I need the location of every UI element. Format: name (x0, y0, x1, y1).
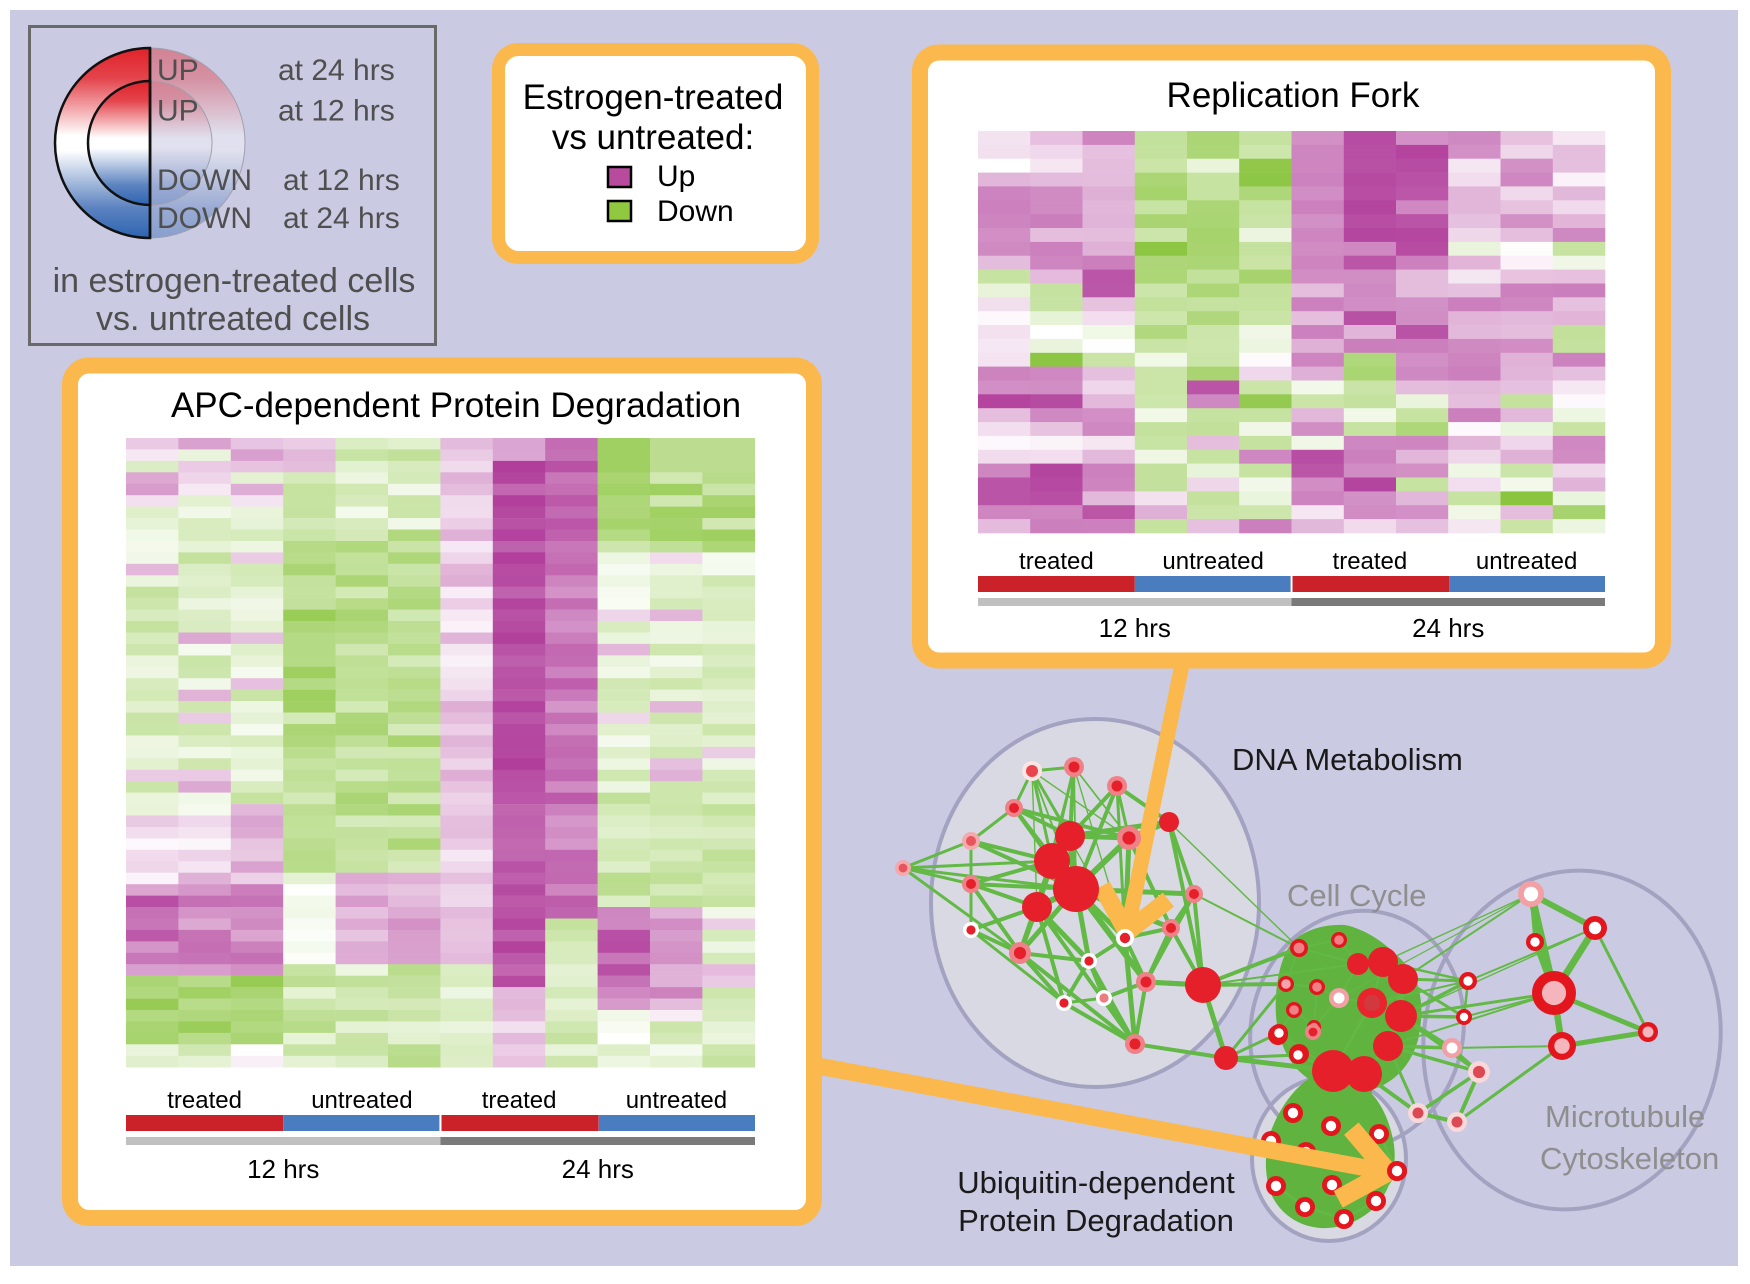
svg-text:untreated: untreated (1476, 548, 1577, 575)
svg-text:vs untreated:: vs untreated: (552, 118, 754, 157)
svg-text:Estrogen-treated: Estrogen-treated (523, 78, 784, 117)
svg-text:24 hrs: 24 hrs (1412, 613, 1484, 643)
svg-text:DOWN: DOWN (157, 164, 252, 197)
svg-text:untreated: untreated (1162, 548, 1263, 575)
svg-text:treated: treated (1019, 548, 1094, 575)
svg-text:treated: treated (167, 1087, 242, 1114)
svg-text:Protein Degradation: Protein Degradation (958, 1203, 1234, 1238)
svg-text:untreated: untreated (626, 1087, 727, 1114)
svg-text:12 hrs: 12 hrs (247, 1154, 319, 1184)
svg-text:at 12 hrs: at 12 hrs (283, 164, 400, 197)
svg-text:12 hrs: 12 hrs (1099, 613, 1171, 643)
svg-text:Microtubule: Microtubule (1545, 1099, 1705, 1134)
svg-text:at 12 hrs: at 12 hrs (278, 95, 395, 128)
svg-text:treated: treated (1333, 548, 1408, 575)
svg-text:DNA Metabolism: DNA Metabolism (1232, 742, 1463, 777)
svg-text:DOWN: DOWN (157, 202, 252, 235)
svg-text:APC-dependent Protein Degradat: APC-dependent Protein Degradation (171, 386, 741, 425)
svg-text:Cytoskeleton: Cytoskeleton (1540, 1141, 1719, 1176)
svg-text:at 24 hrs: at 24 hrs (278, 54, 395, 87)
svg-text:Cell Cycle: Cell Cycle (1287, 878, 1427, 913)
svg-text:at 24 hrs: at 24 hrs (283, 202, 400, 235)
svg-text:UP: UP (157, 95, 199, 128)
svg-text:Ubiquitin-dependent: Ubiquitin-dependent (957, 1165, 1235, 1200)
svg-text:in estrogen-treated cells: in estrogen-treated cells (53, 262, 416, 300)
svg-text:untreated: untreated (311, 1087, 412, 1114)
svg-text:treated: treated (482, 1087, 557, 1114)
svg-text:vs. untreated cells: vs. untreated cells (96, 300, 370, 338)
svg-text:Up: Up (657, 160, 695, 193)
svg-text:UP: UP (157, 54, 199, 87)
svg-text:Down: Down (657, 195, 734, 228)
svg-text:Replication Fork: Replication Fork (1167, 76, 1420, 115)
svg-text:24 hrs: 24 hrs (562, 1154, 634, 1184)
